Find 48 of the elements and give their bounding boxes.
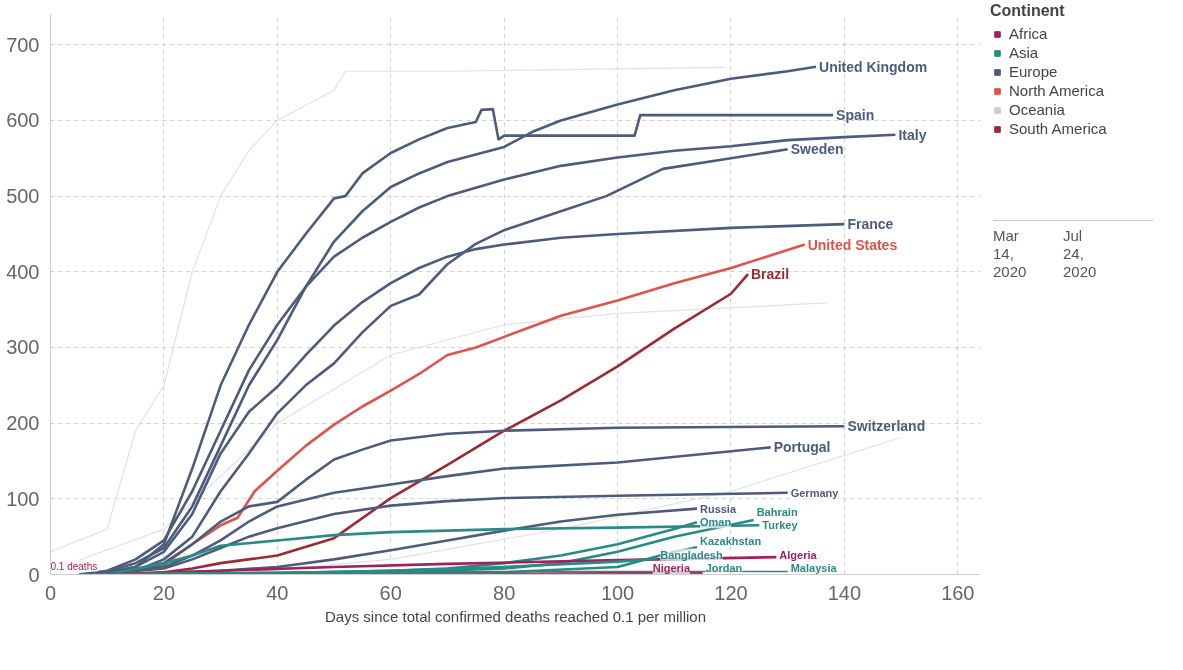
y-tick-label: 0 xyxy=(28,563,40,586)
series-label: Sweden xyxy=(790,141,844,158)
x-tick-label: 60 xyxy=(379,581,402,604)
series-label: United Kingdom xyxy=(819,58,928,75)
series-label: United States xyxy=(807,236,898,253)
y-tick-label: 400 xyxy=(6,260,40,283)
legend-label: Africa xyxy=(1009,25,1048,42)
series-label: Bangladesh xyxy=(660,548,723,561)
series-label: Portugal xyxy=(773,439,831,456)
series-label: Nigeria xyxy=(652,562,691,575)
series-label: France xyxy=(847,216,894,233)
series-label: Russia xyxy=(699,502,737,515)
legend-label: South America xyxy=(1009,120,1107,137)
x-tick-label: 20 xyxy=(152,581,176,604)
y-tick-label: 200 xyxy=(6,412,40,435)
y-tick-label: 100 xyxy=(6,487,40,510)
x-tick-label: 100 xyxy=(600,581,635,604)
x-tick-label: 40 xyxy=(266,581,289,604)
series-label: Italy xyxy=(898,126,927,143)
x-tick-label: 80 xyxy=(493,581,516,604)
series-label: Brazil xyxy=(751,266,790,283)
series-label: Switzerland xyxy=(847,418,926,435)
series-label: Spain xyxy=(836,107,875,124)
y-tick-label: 700 xyxy=(6,33,40,56)
x-tick-label: 160 xyxy=(941,581,975,604)
text: Jul 24, 2020 xyxy=(1063,227,1098,281)
series-label: Turkey xyxy=(762,519,799,532)
x-axis-title: Days since total confirmed deaths reached 0.1 per million xyxy=(324,607,707,625)
legend-label: North America xyxy=(1009,82,1105,99)
series-label: Bahrain xyxy=(756,506,798,519)
y-tick-label: 500 xyxy=(6,185,40,208)
series-label: Jordan xyxy=(705,561,743,574)
series-label: Germany xyxy=(790,486,840,499)
x-tick-label: 140 xyxy=(827,581,862,604)
series-label: Algeria xyxy=(779,549,818,562)
legend-title: Continent xyxy=(990,2,1066,20)
legend-label: Europe xyxy=(1009,63,1058,80)
series-label: Malaysia xyxy=(790,562,838,575)
y-tick-label: 600 xyxy=(6,109,40,132)
x-tick-label: 0 xyxy=(44,581,57,604)
annotation: 0.1 deaths xyxy=(50,560,98,572)
legend-label: Oceania xyxy=(1009,101,1065,118)
y-tick-label: 300 xyxy=(6,336,40,359)
series-label: Oman xyxy=(699,516,732,529)
legend-label: Asia xyxy=(1009,44,1039,61)
x-tick-label: 120 xyxy=(714,581,748,604)
text: Mar 14, 2020 xyxy=(993,227,1028,281)
series-label: Kazakhstan xyxy=(699,535,762,548)
